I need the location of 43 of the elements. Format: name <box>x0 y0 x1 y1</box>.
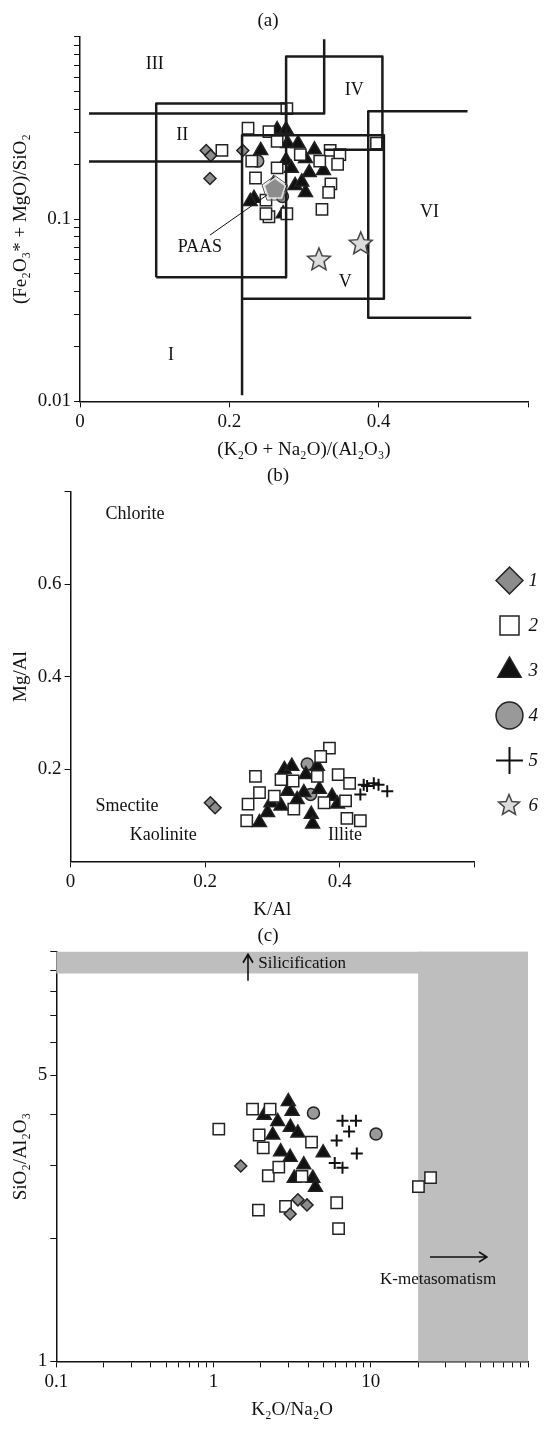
x-axis-title: K/Al <box>253 897 292 919</box>
y-tick-label: 0.1 <box>47 207 72 229</box>
chart-title: (c) <box>257 924 279 947</box>
x-tick-label: 1 <box>208 1369 219 1391</box>
y-axis-title: Mg/Al <box>9 651 31 702</box>
y-axis-title: SiO₂/Al₂O₃ <box>9 1112 31 1201</box>
x-tick-label: 0 <box>65 869 76 891</box>
legend-label: 1 <box>528 568 538 590</box>
x-tick-label: 0.2 <box>217 409 242 431</box>
annotation: II <box>176 123 189 144</box>
y-tick-label: 0.2 <box>37 756 62 778</box>
x-tick-label: 10 <box>361 1369 381 1391</box>
y-tick-label: 1 <box>37 1349 48 1371</box>
chart-title: (b) <box>266 464 290 487</box>
annotation: I <box>167 343 174 364</box>
x-axis-title: K₂O/Na₂O <box>251 1397 334 1419</box>
legend-label: 3 <box>527 658 538 680</box>
legend-label: 6 <box>528 793 539 815</box>
band-label: K-metasomatism <box>380 1268 497 1288</box>
y-tick-label: 0.01 <box>37 389 72 411</box>
legend-label: 2 <box>528 613 539 635</box>
annotation: V <box>338 271 352 292</box>
annotation: Chlorite <box>105 502 165 523</box>
annotation: IV <box>344 78 364 99</box>
annotation: III <box>145 52 164 73</box>
text: PAAS <box>177 235 223 256</box>
x-tick-label: 0.2 <box>193 869 217 891</box>
y-tick-label: 0.6 <box>37 572 62 594</box>
band-label: Silicification <box>258 953 347 973</box>
annotation: VI <box>419 200 439 221</box>
annotation: Smectite <box>95 795 159 816</box>
annotation: Illite <box>327 823 362 844</box>
legend-label: 5 <box>528 748 538 770</box>
annotation: Kaolinite <box>129 823 197 844</box>
x-tick-label: 0 <box>75 409 85 431</box>
x-axis-title: (K₂O + Na₂O)/(Al₂O₃) <box>217 437 391 460</box>
y-axis-title: (Fe₂O₃* + MgO)/SiO₂ <box>9 134 32 305</box>
legend-label: 4 <box>528 703 539 725</box>
chart-title: (a) <box>257 9 279 32</box>
y-tick-label: 5 <box>37 1063 48 1085</box>
x-tick-label: 0.4 <box>366 409 392 431</box>
y-tick-label: 0.4 <box>37 664 63 686</box>
x-tick-label: 0.4 <box>327 869 352 891</box>
